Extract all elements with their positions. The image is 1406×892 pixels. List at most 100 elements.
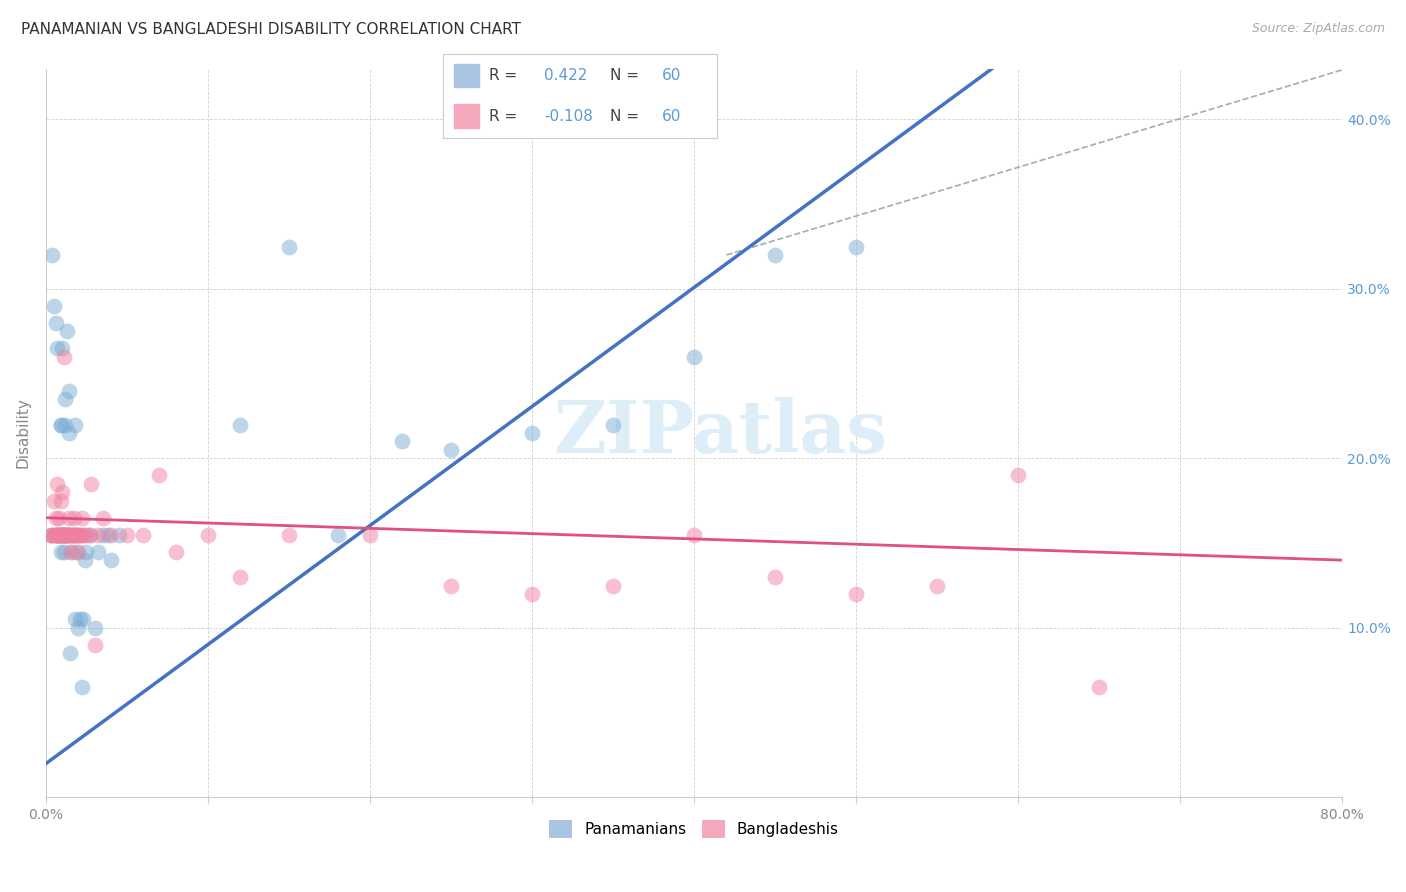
Point bbox=[100, 553, 122, 567]
Point bbox=[42, 527, 65, 541]
Point bbox=[927, 578, 949, 592]
Text: R =: R = bbox=[489, 109, 523, 124]
Point bbox=[46, 527, 69, 541]
Point bbox=[70, 510, 93, 524]
Point bbox=[96, 527, 118, 541]
Point bbox=[45, 316, 67, 330]
Text: -0.108: -0.108 bbox=[544, 109, 593, 124]
Point bbox=[67, 527, 90, 541]
Legend: Panamanians, Bangladeshis: Panamanians, Bangladeshis bbox=[543, 814, 845, 845]
Point bbox=[39, 527, 62, 541]
Point bbox=[326, 527, 349, 541]
Text: N =: N = bbox=[610, 109, 644, 124]
Point bbox=[45, 510, 67, 524]
Point bbox=[115, 527, 138, 541]
Point bbox=[56, 527, 79, 541]
Point bbox=[602, 578, 624, 592]
Point bbox=[59, 544, 82, 558]
Point bbox=[45, 527, 67, 541]
Text: R =: R = bbox=[489, 68, 523, 83]
Point bbox=[359, 527, 381, 541]
Point bbox=[62, 527, 84, 541]
Point bbox=[48, 527, 70, 541]
Point bbox=[46, 341, 69, 355]
Point bbox=[278, 239, 301, 253]
Point bbox=[197, 527, 219, 541]
Point bbox=[59, 646, 82, 660]
Text: 60: 60 bbox=[662, 109, 682, 124]
Point bbox=[51, 341, 73, 355]
Point bbox=[41, 248, 63, 262]
Point bbox=[55, 417, 77, 432]
Point bbox=[148, 468, 170, 483]
Point bbox=[58, 527, 80, 541]
Point bbox=[76, 527, 98, 541]
Point bbox=[52, 527, 75, 541]
Point bbox=[440, 442, 463, 457]
Point bbox=[80, 476, 103, 491]
Point bbox=[52, 527, 75, 541]
Point bbox=[229, 417, 252, 432]
Point bbox=[62, 510, 84, 524]
Text: N =: N = bbox=[610, 68, 644, 83]
Point bbox=[66, 527, 89, 541]
Point bbox=[51, 527, 73, 541]
Text: PANAMANIAN VS BANGLADESHI DISABILITY CORRELATION CHART: PANAMANIAN VS BANGLADESHI DISABILITY COR… bbox=[21, 22, 522, 37]
Point bbox=[91, 510, 114, 524]
Point bbox=[67, 621, 90, 635]
Point bbox=[49, 417, 72, 432]
Point bbox=[87, 527, 110, 541]
Point bbox=[91, 527, 114, 541]
Point bbox=[63, 612, 86, 626]
Point bbox=[70, 680, 93, 694]
Point bbox=[763, 570, 786, 584]
Point bbox=[49, 527, 72, 541]
Point bbox=[46, 527, 69, 541]
Bar bbox=[454, 63, 478, 87]
Point bbox=[83, 621, 105, 635]
Point bbox=[48, 527, 70, 541]
Point bbox=[39, 527, 62, 541]
Point bbox=[391, 434, 413, 449]
Point bbox=[46, 476, 69, 491]
Point bbox=[55, 527, 77, 541]
Y-axis label: Disability: Disability bbox=[15, 398, 30, 468]
Text: Source: ZipAtlas.com: Source: ZipAtlas.com bbox=[1251, 22, 1385, 36]
Point bbox=[76, 544, 98, 558]
Point bbox=[845, 239, 868, 253]
Point bbox=[87, 544, 110, 558]
Point bbox=[56, 527, 79, 541]
Point bbox=[1007, 468, 1029, 483]
Point bbox=[52, 544, 75, 558]
Point bbox=[51, 527, 73, 541]
Point bbox=[229, 570, 252, 584]
Point bbox=[55, 527, 77, 541]
Point bbox=[683, 527, 706, 541]
Point bbox=[42, 493, 65, 508]
Point bbox=[602, 417, 624, 432]
Point bbox=[100, 527, 122, 541]
Text: ZIPatlas: ZIPatlas bbox=[553, 398, 887, 468]
Point bbox=[56, 527, 79, 541]
Point bbox=[132, 527, 155, 541]
Point bbox=[56, 527, 79, 541]
Point bbox=[51, 485, 73, 500]
Point bbox=[62, 527, 84, 541]
Point bbox=[49, 527, 72, 541]
Point bbox=[48, 527, 70, 541]
Point bbox=[73, 553, 96, 567]
Point bbox=[63, 417, 86, 432]
Point bbox=[72, 612, 94, 626]
Point bbox=[683, 350, 706, 364]
Point bbox=[58, 384, 80, 398]
Point bbox=[63, 527, 86, 541]
Point bbox=[55, 392, 77, 406]
Point bbox=[66, 544, 89, 558]
Point bbox=[79, 527, 101, 541]
Point bbox=[56, 324, 79, 338]
Point bbox=[58, 527, 80, 541]
Point bbox=[41, 527, 63, 541]
Point bbox=[440, 578, 463, 592]
Point bbox=[79, 527, 101, 541]
Point bbox=[763, 248, 786, 262]
